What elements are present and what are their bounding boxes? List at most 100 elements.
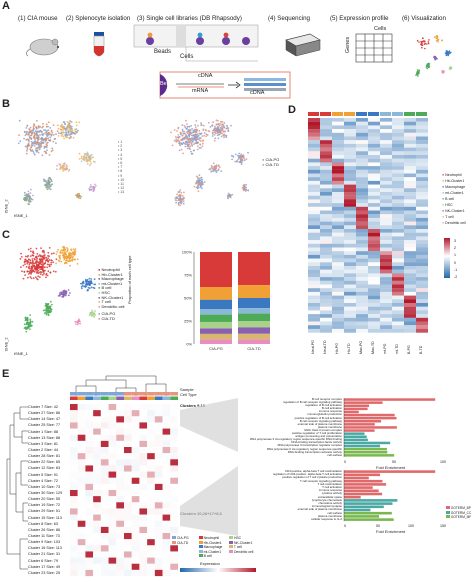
go-xtick: 100 <box>440 460 446 464</box>
tsne-point <box>67 256 70 259</box>
heatmap-cell <box>368 180 380 185</box>
heatmap-cell <box>392 236 404 241</box>
heatmap-e-cell <box>108 434 117 441</box>
heatmap-e-cell <box>170 477 178 484</box>
heatmap-cell <box>404 247 416 252</box>
tsne-point <box>41 261 44 264</box>
tsne-point <box>206 134 209 136</box>
heatmap-e-cell <box>70 563 78 570</box>
tsne-point <box>37 138 40 141</box>
go-top-bars <box>343 398 436 457</box>
heatmap-e-cell <box>124 459 132 466</box>
heatmap-cell <box>392 188 404 193</box>
heatmap-e-cell <box>77 416 86 423</box>
tsne-point <box>45 313 48 316</box>
heatmap-cell <box>308 188 320 193</box>
heatmap-e-cell <box>100 477 109 484</box>
tsne-point <box>50 129 53 132</box>
heatmap-cell <box>392 251 404 255</box>
heatmap-cell <box>416 321 428 326</box>
go-bottom-xlabel: Fold Enrichment <box>376 529 406 534</box>
go-bar <box>344 492 383 496</box>
heatmap-e-cell <box>70 453 78 460</box>
go-term-label: extracellular space <box>317 495 342 499</box>
heatmap-cell <box>380 199 392 204</box>
tsne-point <box>213 134 216 136</box>
e-row-label: Cluster 13 Size: 88 <box>28 435 61 440</box>
heatmap-e-cell <box>147 539 155 546</box>
heatmap-cell <box>320 321 332 326</box>
heatmap-cell <box>392 177 404 181</box>
heatmap-e-cell <box>162 428 171 435</box>
tsne-point <box>40 140 42 143</box>
heatmap-cell <box>404 240 416 244</box>
c-legend-text: NK-Cluster1 <box>101 294 124 300</box>
heatmap-e-cell <box>131 563 140 570</box>
tsne-point <box>225 125 228 127</box>
tsne-point <box>71 258 74 261</box>
tsne-point <box>63 165 65 168</box>
tsne-point <box>34 276 37 278</box>
tsne-point <box>29 148 32 151</box>
tsne-point <box>216 127 219 130</box>
cluster-number-4: • 4 <box>118 152 123 157</box>
go-term-label: external side of plasma membrane <box>297 508 342 512</box>
tsne-point <box>43 251 45 254</box>
tsne-point <box>42 258 44 260</box>
tsne-point <box>67 125 70 128</box>
heatmap-e-cell <box>70 496 78 503</box>
heatmap-cell <box>344 162 356 167</box>
heatmap-cell <box>320 266 332 270</box>
heatmap-cell <box>416 125 428 130</box>
tsne-point <box>19 258 22 260</box>
heatmap-d <box>308 112 428 333</box>
tsne-point <box>36 272 38 274</box>
tsne-point <box>61 129 64 132</box>
mini-point <box>417 75 419 77</box>
heatmap-e-cell <box>116 508 124 515</box>
heatmap-cell <box>392 254 404 259</box>
tsne-point <box>30 262 33 265</box>
e-sample-entry: CIA-TD <box>172 540 189 546</box>
tsne-point <box>87 289 89 292</box>
heatmap-e-cell <box>100 551 109 558</box>
tsne-point <box>27 324 30 327</box>
heatmap-cell <box>368 192 380 196</box>
tsne-point <box>36 257 38 260</box>
heatmap-e-cell <box>77 477 86 484</box>
heatmap-e-cell <box>77 508 86 515</box>
tsne-point <box>30 134 32 137</box>
go-term-label: plasma membrane <box>318 425 342 429</box>
tsne-point <box>201 145 204 148</box>
heatmap-e-cell <box>70 447 78 454</box>
heatmap-cell <box>368 162 380 167</box>
heatmap-e-cell <box>162 514 171 521</box>
heatmap-cell <box>404 225 416 230</box>
step-5-label: (5) Expression profile <box>330 15 389 22</box>
tsne-point <box>181 199 183 202</box>
tsne-point <box>196 148 199 151</box>
tsne-point <box>57 132 60 135</box>
tsne-point <box>177 191 180 193</box>
tsne-point <box>36 278 39 281</box>
stack-segment <box>238 308 270 314</box>
go-term-label: B cell receptor signaling pathway <box>299 419 342 423</box>
tsne-point <box>65 135 68 138</box>
tsne-point <box>36 149 39 152</box>
tsne-point <box>182 202 185 205</box>
heatmap-cell <box>404 121 416 126</box>
heatmap-cell <box>308 269 320 274</box>
heatmap-cell <box>356 210 368 215</box>
stack-segment <box>200 287 232 300</box>
tsne-point <box>242 187 245 189</box>
heatmap-cell <box>308 210 320 215</box>
c-legend-text: Hb-Cluster1 <box>101 271 123 277</box>
tsne-point <box>25 150 28 152</box>
heatmap-cell <box>392 180 404 185</box>
tsne-point <box>170 131 172 134</box>
tsne-point <box>79 197 82 200</box>
heatmap-cell <box>356 314 368 318</box>
tsne-point <box>31 254 34 256</box>
tsne-point <box>229 196 232 198</box>
heatmap-cell <box>392 314 404 318</box>
